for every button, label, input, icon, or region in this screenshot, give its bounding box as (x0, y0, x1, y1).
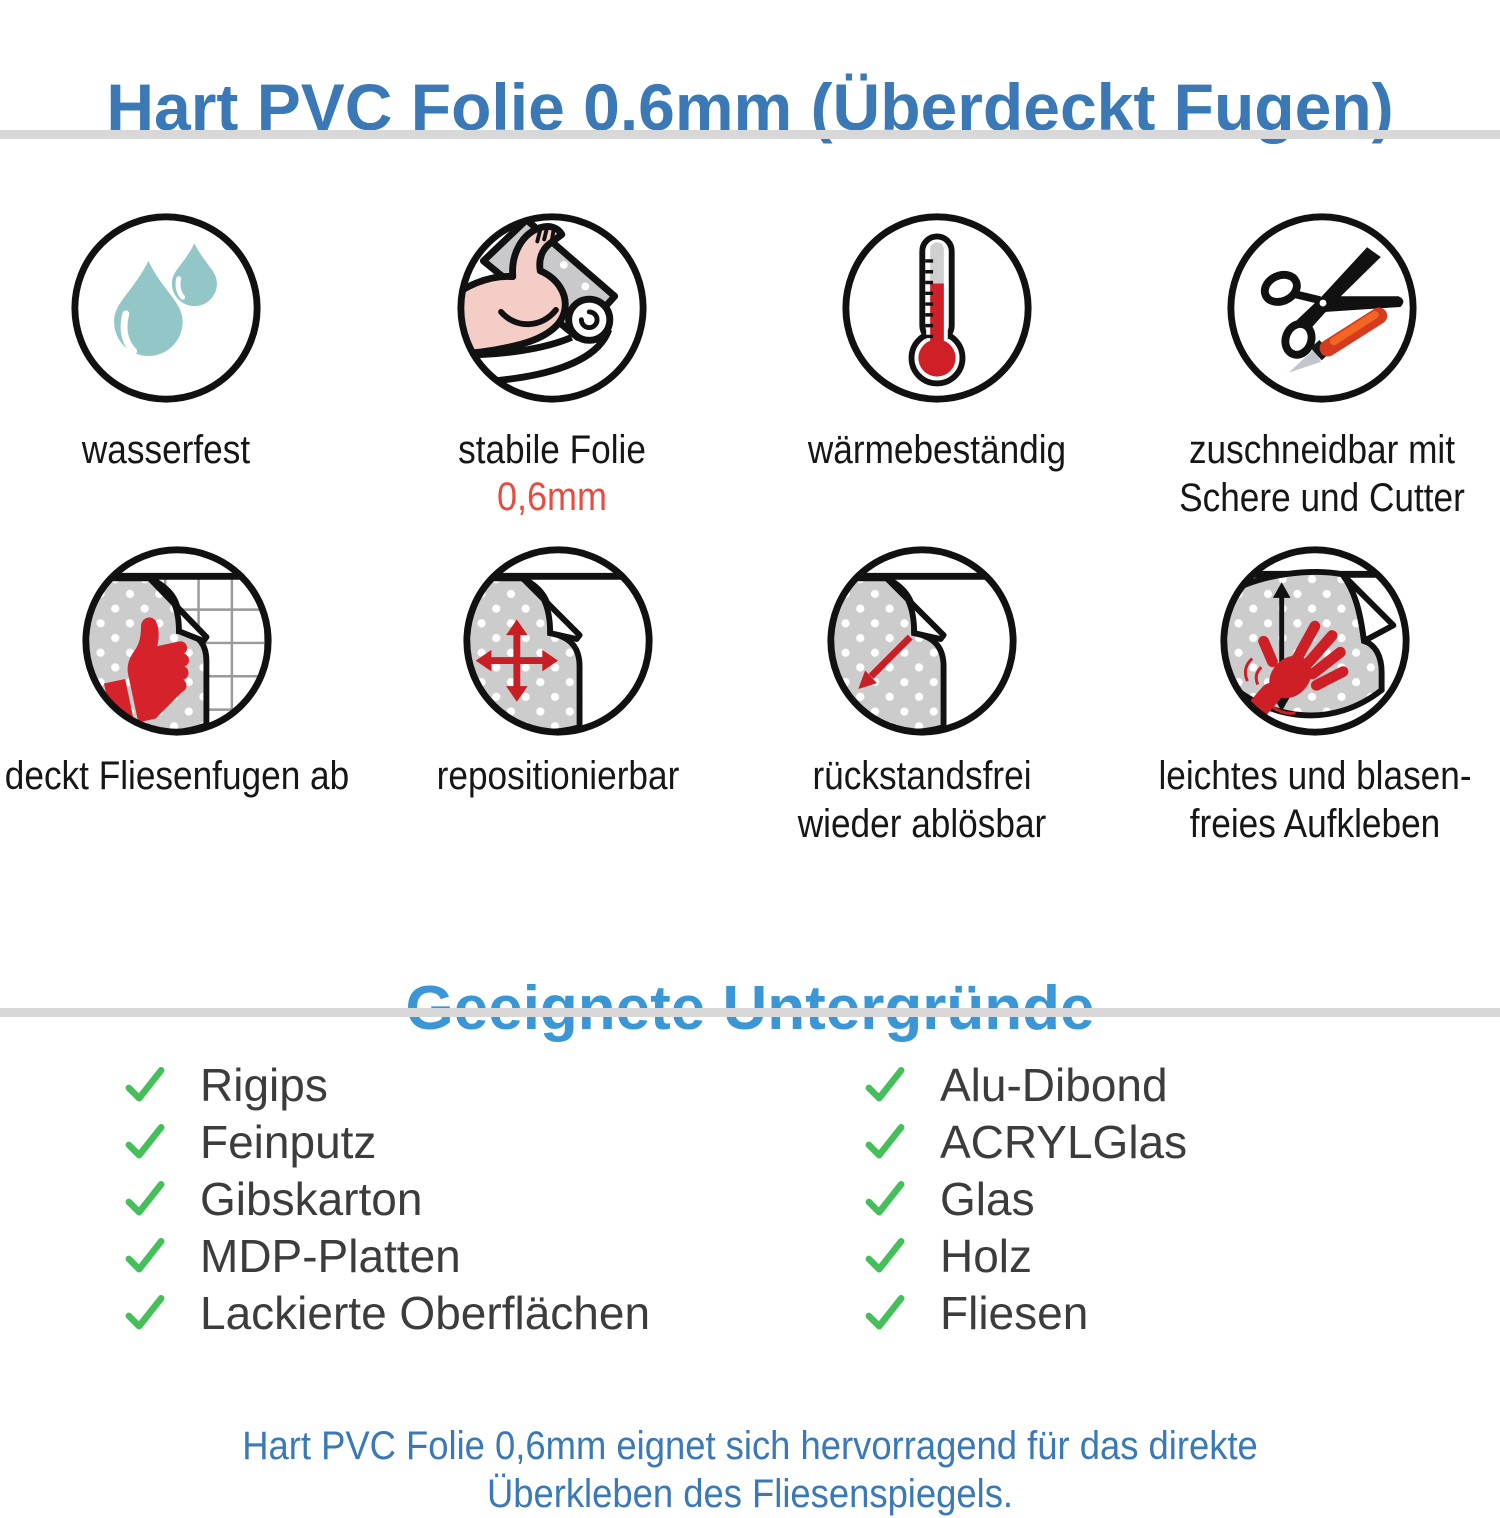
list-item: Alu-Dibond (860, 1056, 1187, 1113)
water-drops-icon (71, 213, 261, 403)
feature-caption: stabile Folie (458, 428, 646, 472)
feature-caption: repositionierbar (436, 754, 680, 798)
check-icon (865, 1237, 905, 1272)
check-icon (865, 1123, 905, 1158)
thermometer-icon (842, 213, 1032, 403)
substrate-label: Alu-Dibond (940, 1058, 1168, 1111)
substrate-label: Lackierte Oberflächen (200, 1286, 651, 1339)
list-item: Fliesen (860, 1284, 1187, 1341)
substrate-label: MDP-Platten (200, 1229, 461, 1282)
check-icon (125, 1066, 165, 1101)
substrates-list-left: Rigips Feinputz Gibskarton MDP-Platten L… (120, 1056, 650, 1341)
feature-wasserfest: wasserfest (0, 210, 362, 474)
check-icon (865, 1180, 905, 1215)
list-item: ACRYLGlas (860, 1113, 1187, 1170)
strong-arm-foil-icon (457, 213, 647, 403)
feature-aufkleben: leichtes und blasen- freies Aufkleben (1119, 543, 1500, 848)
check-icon (125, 1180, 165, 1215)
check-icon (865, 1066, 905, 1101)
move-arrows-foil-icon (463, 546, 653, 736)
list-item: Glas (860, 1170, 1187, 1227)
list-item: MDP-Platten (120, 1227, 650, 1284)
thumb-up-tiles-icon (82, 546, 272, 736)
feature-waermebestaendig: wärmebeständig (741, 210, 1133, 474)
substrate-label: Feinputz (200, 1115, 377, 1168)
scissors-cutter-icon (1227, 213, 1417, 403)
check-icon (865, 1294, 905, 1329)
feature-zuschneidbar: zuschneidbar mit Schere und Cutter (1126, 210, 1500, 522)
list-item: Holz (860, 1227, 1187, 1284)
feature-caption: zuschneidbar mit Schere und Cutter (1179, 428, 1465, 520)
check-icon (125, 1237, 165, 1272)
peel-arrow-foil-icon (827, 546, 1017, 736)
list-item: Gibskarton (120, 1170, 650, 1227)
feature-deckt-fugen: deckt Fliesenfugen ab (0, 543, 373, 800)
feature-rueckstandsfrei: rückstandsfrei wieder ablösbar (726, 543, 1118, 848)
feature-subcaption: 0,6mm (496, 475, 608, 519)
list-item: Rigips (120, 1056, 650, 1113)
list-item: Feinputz (120, 1113, 650, 1170)
feature-stabile-folie: stabile Folie 0,6mm (356, 210, 748, 520)
substrate-label: Holz (940, 1229, 1033, 1282)
substrates-list-right: Alu-Dibond ACRYLGlas Glas Holz Fliesen (860, 1056, 1187, 1341)
substrate-label: Gibskarton (200, 1172, 423, 1225)
feature-caption: wärmebeständig (807, 428, 1067, 472)
divider (0, 1008, 1500, 1017)
substrate-label: Fliesen (940, 1286, 1089, 1339)
hand-smoothing-foil-icon (1220, 546, 1410, 736)
check-icon (125, 1123, 165, 1158)
feature-caption: rückstandsfrei wieder ablösbar (797, 754, 1047, 846)
substrates-section: Rigips Feinputz Gibskarton MDP-Platten L… (0, 1056, 1500, 1356)
list-item: Lackierte Oberflächen (120, 1284, 650, 1341)
substrate-label: Rigips (200, 1058, 328, 1111)
check-icon (125, 1294, 165, 1329)
feature-caption: wasserfest (81, 428, 251, 472)
feature-repositionierbar: repositionierbar (362, 543, 754, 800)
feature-caption: leichtes und blasen- freies Aufkleben (1158, 754, 1472, 846)
feature-caption: deckt Fliesenfugen ab (4, 754, 350, 798)
divider (0, 130, 1500, 139)
substrate-label: Glas (940, 1172, 1035, 1225)
substrate-label: ACRYLGlas (940, 1115, 1188, 1168)
footer-note: Hart PVC Folie 0,6mm eignet sich hervorr… (242, 1424, 1258, 1516)
